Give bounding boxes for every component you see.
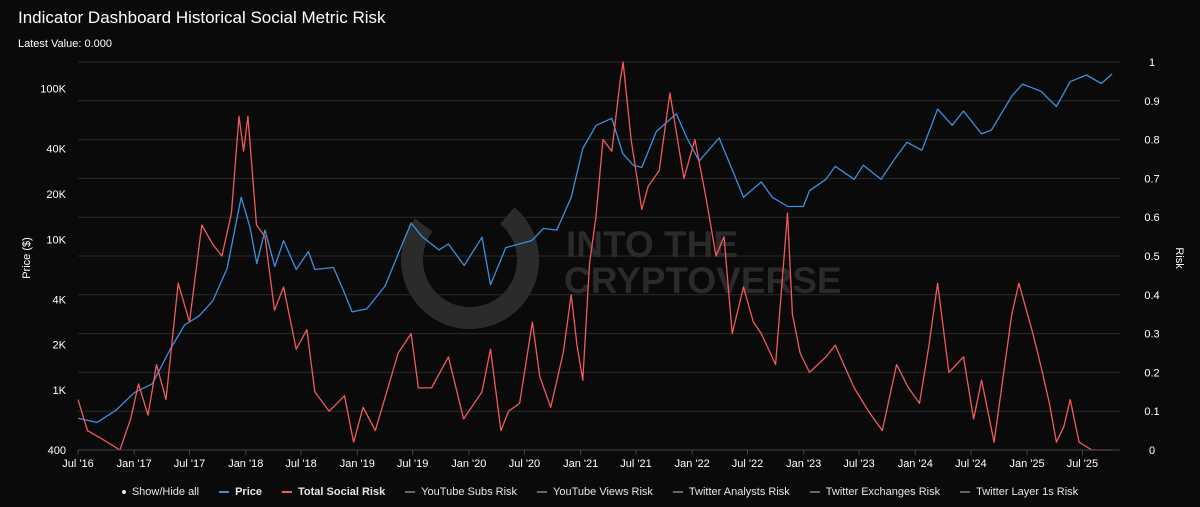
- x-tick-label: Jan '19: [340, 458, 375, 470]
- y-left-tick-label: 4K: [53, 294, 67, 306]
- y-left-tick-label: 1K: [53, 385, 67, 397]
- y-left-tick-label: 10K: [46, 234, 66, 246]
- axes: 0 0.1 0.2 0.3 0.4 0.5 0.6 0.7 0.8 0.9 1 400 1K 2K 4K 10…: [21, 57, 1185, 470]
- line-swatch-icon: [282, 491, 292, 493]
- legend-label: Total Social Risk: [298, 486, 386, 498]
- legend-label: Twitter Exchanges Risk: [825, 486, 941, 498]
- legend-show-hide-all[interactable]: Show/Hide all: [121, 486, 200, 498]
- y-right-tick-label: 1: [1149, 57, 1155, 69]
- series-line-price[interactable]: [77, 73, 1113, 424]
- x-tick-label: Jul '20: [509, 458, 540, 470]
- legend-item-twitter-analysts-risk[interactable]: Twitter Analysts Risk: [672, 486, 790, 498]
- watermark-line2: CRYPTOVERSE: [564, 260, 842, 301]
- y-right-tick-label: 0.9: [1144, 96, 1159, 108]
- y-right-tick-label: 0.6: [1144, 212, 1159, 224]
- y-left-axis-title: Price ($): [21, 237, 33, 279]
- x-tick-label: Jan '25: [1010, 458, 1045, 470]
- y-right-tick-label: 0.8: [1144, 135, 1159, 147]
- line-swatch-icon: [405, 491, 416, 493]
- x-tick-label: Jul '21: [620, 458, 651, 470]
- legend-label: Price: [235, 486, 262, 498]
- line-swatch-icon: [219, 491, 230, 493]
- x-tick-label: Jan '21: [563, 458, 598, 470]
- x-tick-label: Jan '18: [228, 458, 263, 470]
- legend-label: Show/Hide all: [131, 486, 200, 498]
- legend-label: YouTube Views Risk: [553, 486, 653, 498]
- chart-title: Indicator Dashboard Historical Social Me…: [18, 8, 386, 27]
- y-left-tick-label: 100K: [40, 84, 66, 96]
- y-left-tick-label: 40K: [46, 144, 66, 156]
- x-tick-label: Jul '19: [397, 458, 428, 470]
- line-swatch-icon: [809, 491, 820, 493]
- y-left-tick-label: 20K: [46, 189, 66, 201]
- x-tick-label: Jul '23: [843, 458, 874, 470]
- x-tick-label: Jan '23: [786, 458, 821, 470]
- y-right-tick-label: 0.3: [1144, 329, 1159, 341]
- legend-item-price[interactable]: Price: [219, 486, 262, 498]
- y-right-tick-label: 0.7: [1144, 173, 1159, 185]
- watermark-logo-icon: [401, 191, 539, 329]
- line-swatch-icon: [672, 491, 683, 493]
- legend-item-youtube-views-risk[interactable]: YouTube Views Risk: [537, 486, 653, 498]
- x-tick-label: Jan '17: [117, 458, 152, 470]
- legend-item-youtube-subs-risk[interactable]: YouTube Subs Risk: [405, 486, 517, 498]
- line-swatch-icon: [960, 491, 971, 493]
- x-tick-label: Jan '24: [898, 458, 933, 470]
- y-right-tick-label: 0.1: [1144, 406, 1159, 418]
- watermark: INTO THE CRYPTOVERSE: [401, 191, 842, 329]
- y-right-tick-label: 0.4: [1144, 290, 1159, 302]
- legend-label: Twitter Analysts Risk: [688, 486, 790, 498]
- x-tick-label: Jan '20: [451, 458, 486, 470]
- x-tick-label: Jul '25: [1067, 458, 1098, 470]
- legend-item-twitter-exchanges-risk[interactable]: Twitter Exchanges Risk: [809, 486, 941, 498]
- line-swatch-icon: [537, 491, 548, 493]
- x-tick-label: Jul '16: [62, 458, 93, 470]
- x-tick-label: Jul '22: [732, 458, 763, 470]
- series-line-total-social-risk[interactable]: [77, 61, 1113, 451]
- legend-item-total-social-risk[interactable]: Total Social Risk: [282, 486, 385, 498]
- legend-label: Twitter Layer 1s Risk: [976, 486, 1079, 498]
- y-left-tick-label: 2K: [53, 340, 67, 352]
- latest-value-label: Latest Value: 0.000: [18, 38, 112, 50]
- legend-label: YouTube Subs Risk: [421, 486, 518, 498]
- series-group: [77, 61, 1113, 451]
- grid: [78, 61, 1120, 451]
- x-tick-label: Jan '22: [675, 458, 710, 470]
- legend-item-twitter-layer-1s-risk[interactable]: Twitter Layer 1s Risk: [960, 486, 1078, 498]
- x-tick-label: Jul '18: [285, 458, 316, 470]
- dot-icon: [121, 490, 126, 494]
- y-left-tick-label: 400: [48, 445, 66, 457]
- legend: Show/Hide all Price Total Social Risk Yo…: [0, 486, 1200, 498]
- y-right-tick-label: 0.5: [1144, 251, 1159, 263]
- y-right-tick-label: 0: [1149, 445, 1155, 457]
- x-tick-label: Jul '24: [955, 458, 986, 470]
- x-tick-label: Jul '17: [174, 458, 205, 470]
- y-right-tick-label: 0.2: [1144, 367, 1159, 379]
- y-right-axis-title: Risk: [1173, 247, 1185, 269]
